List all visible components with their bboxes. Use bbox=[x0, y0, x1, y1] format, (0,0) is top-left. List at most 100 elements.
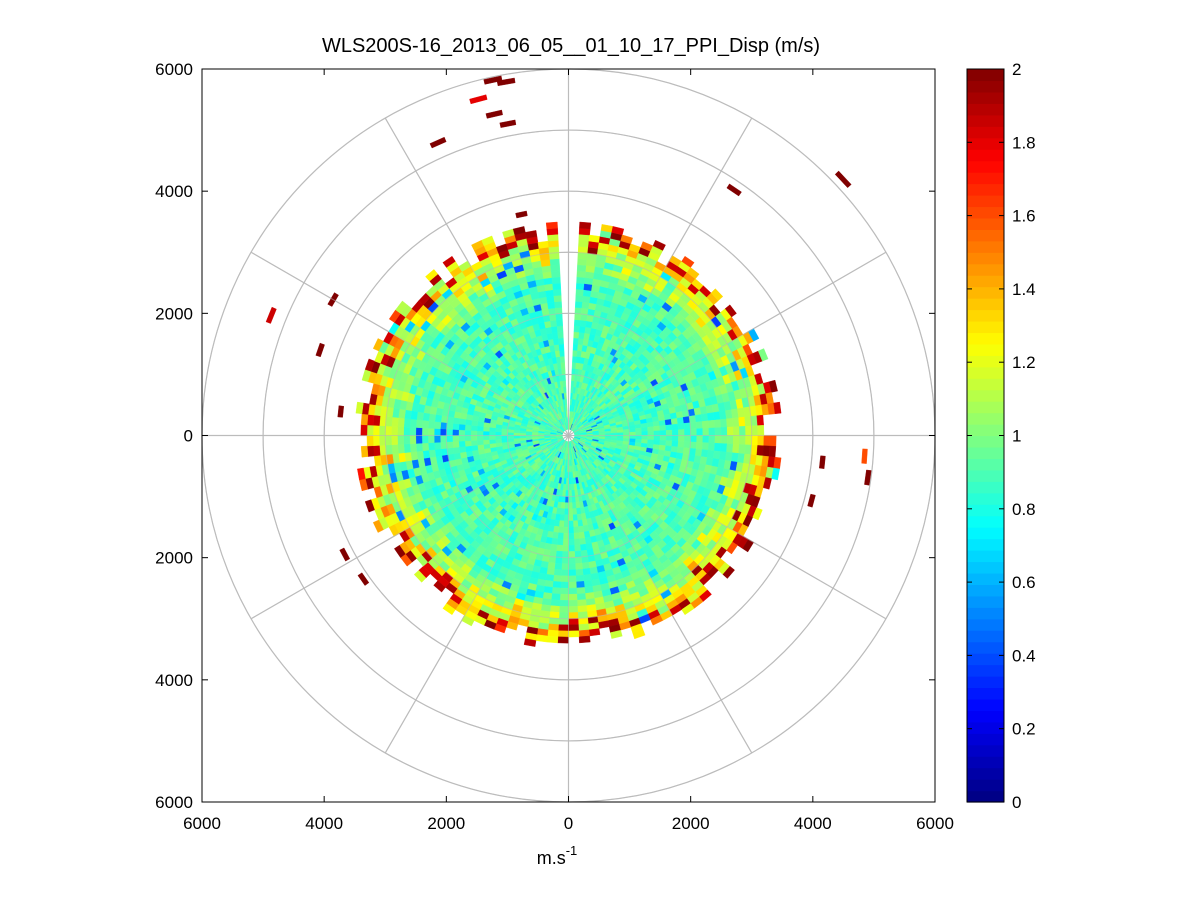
heatmap-cell bbox=[575, 301, 583, 309]
colorbar-band bbox=[967, 641, 1004, 654]
heatmap-cell bbox=[710, 288, 724, 301]
chart-title: WLS200S-16_2013_06_05__01_10_17_PPI_Disp… bbox=[322, 35, 820, 57]
heatmap-cell bbox=[551, 587, 561, 595]
heatmap-cell bbox=[552, 581, 562, 589]
heatmap-cell bbox=[427, 420, 436, 429]
colorbar-band bbox=[967, 607, 1004, 620]
heatmap-cell bbox=[563, 514, 569, 522]
heatmap-cell bbox=[684, 428, 691, 436]
heatmap-cell bbox=[560, 581, 569, 589]
heatmap-cell bbox=[558, 337, 564, 345]
heatmap-cell bbox=[653, 435, 661, 441]
heatmap-cell bbox=[653, 430, 661, 436]
heatmap-cell bbox=[360, 413, 369, 426]
heatmap-cell bbox=[551, 276, 561, 284]
colorbar-band bbox=[967, 320, 1004, 334]
heatmap-cell bbox=[720, 443, 728, 453]
colorbar-band bbox=[967, 664, 1004, 677]
colorbar-tick-label: 0.8 bbox=[1012, 500, 1036, 519]
colorbar-tick-label: 1 bbox=[1012, 427, 1021, 446]
heatmap-cell bbox=[546, 295, 555, 303]
heatmap-cell bbox=[458, 423, 466, 431]
heatmap-cell bbox=[562, 532, 569, 540]
colorbar-tick-label: 0 bbox=[1012, 793, 1021, 812]
heatmap-cell bbox=[470, 425, 478, 431]
heatmap-cell bbox=[560, 575, 569, 583]
heatmap-cell bbox=[708, 442, 716, 452]
heatmap-cell bbox=[756, 414, 764, 426]
heatmap-cell bbox=[568, 569, 577, 577]
heatmap-cell bbox=[702, 427, 710, 436]
x-tick-label: 0 bbox=[564, 814, 573, 833]
heatmap-cell bbox=[562, 545, 569, 552]
colorbar-band bbox=[967, 149, 1004, 162]
heatmap-cell bbox=[622, 428, 630, 433]
heatmap-cell bbox=[578, 629, 590, 638]
heatmap-cell bbox=[372, 338, 384, 352]
heatmap-cell bbox=[556, 319, 563, 327]
heatmap-cell bbox=[707, 449, 715, 459]
heatmap-cell bbox=[452, 423, 460, 430]
heatmap-cell bbox=[495, 438, 502, 444]
colorbar-band bbox=[967, 343, 1004, 356]
colorbar-band bbox=[967, 172, 1004, 185]
colorbar-band bbox=[967, 332, 1004, 345]
colorbar-band bbox=[967, 435, 1004, 448]
heatmap-cell bbox=[552, 282, 562, 290]
heatmap-cell bbox=[726, 426, 734, 436]
heatmap-cell bbox=[574, 313, 582, 321]
heatmap-cell bbox=[635, 435, 643, 440]
heatmap-cell bbox=[582, 289, 592, 297]
colorbar-tick-label: 1.2 bbox=[1012, 353, 1036, 372]
heatmap-cell bbox=[568, 563, 576, 571]
heatmap-cell bbox=[573, 526, 579, 534]
heatmap-cell bbox=[757, 348, 769, 362]
heatmap-cell bbox=[421, 435, 429, 444]
colorbar-band bbox=[967, 160, 1004, 173]
heatmap-cell bbox=[427, 442, 436, 451]
heatmap-cell bbox=[391, 426, 398, 436]
heatmap-cell bbox=[571, 489, 576, 497]
x-tick-label: 2000 bbox=[672, 814, 710, 833]
heatmap-cell bbox=[757, 425, 765, 436]
heatmap-cell bbox=[470, 430, 478, 436]
heatmap-cell bbox=[573, 532, 580, 540]
colorbar-band bbox=[967, 469, 1004, 482]
heatmap-cell bbox=[413, 570, 427, 583]
heatmap-cell bbox=[545, 221, 558, 230]
heatmap-cell bbox=[653, 439, 661, 446]
heatmap-cell bbox=[588, 234, 601, 243]
heatmap-cell bbox=[494, 431, 502, 436]
heatmap-cell bbox=[676, 446, 685, 454]
colorbar: 0 0.2 0.4 0.6 0.8 1 1.2 1.4 1.6 1.8 2 bbox=[966, 60, 1036, 812]
colorbar-band bbox=[967, 538, 1004, 551]
heatmap-cell bbox=[559, 587, 569, 595]
heatmap-cell bbox=[409, 418, 417, 428]
heatmap-cell bbox=[574, 307, 583, 315]
heatmap-cell bbox=[470, 440, 478, 446]
heatmap-cell bbox=[547, 561, 556, 570]
colorbar-gradient bbox=[967, 69, 1004, 803]
heatmap-cell bbox=[768, 379, 778, 393]
colorbar-band bbox=[967, 412, 1004, 425]
heatmap-cell bbox=[620, 234, 633, 245]
heatmap-cell bbox=[563, 526, 569, 534]
colorbar-band bbox=[967, 687, 1004, 700]
colorbar-band bbox=[967, 618, 1004, 631]
heatmap-cell bbox=[670, 418, 679, 425]
heatmap-cell bbox=[476, 439, 484, 446]
heatmap-cell bbox=[575, 581, 585, 589]
colorbar-band bbox=[967, 137, 1004, 150]
heatmap-cell bbox=[714, 442, 722, 452]
heatmap-cell bbox=[550, 264, 561, 272]
heatmap-cell bbox=[647, 435, 655, 441]
heatmap-cell bbox=[501, 435, 508, 440]
heatmap-cell bbox=[568, 575, 577, 583]
heatmap-cell bbox=[579, 221, 592, 230]
heatmap-cell bbox=[422, 412, 430, 422]
heatmap-cell bbox=[464, 440, 472, 447]
heatmap-cell bbox=[568, 514, 574, 522]
heatmap-cell bbox=[575, 288, 585, 296]
heatmap-cell bbox=[579, 319, 587, 328]
plot-area bbox=[201, 68, 936, 803]
